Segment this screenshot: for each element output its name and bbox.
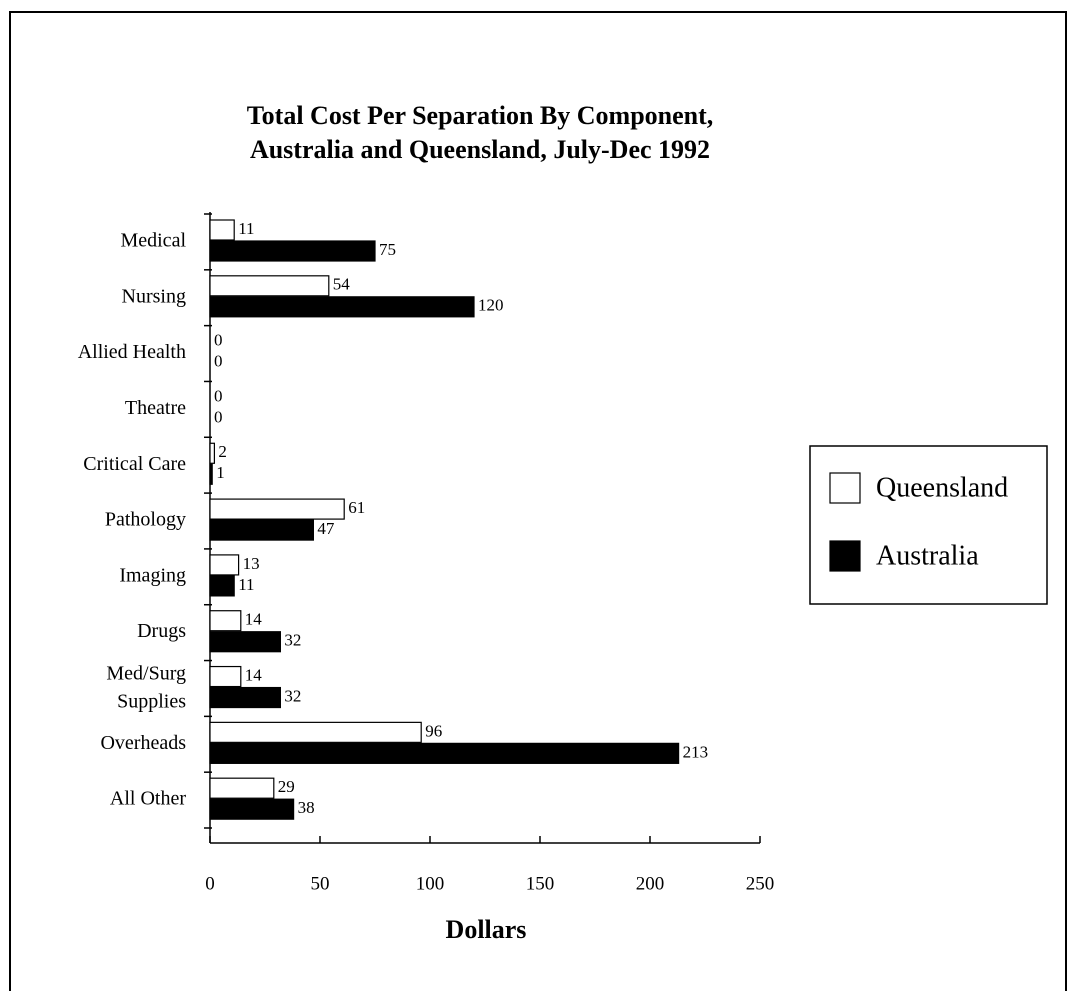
x-axis-label: Dollars (446, 915, 527, 944)
bar (209, 575, 235, 597)
value-label: 29 (278, 777, 295, 796)
value-label: 47 (317, 519, 335, 538)
y-tick-label: Theatre (125, 397, 186, 419)
y-tick-label: Med/Surg Supplies (106, 662, 186, 712)
value-label: 14 (245, 610, 262, 629)
y-tick-label: Critical Care (83, 453, 186, 475)
bar (209, 275, 330, 297)
frame (9, 11, 1067, 991)
value-label: 32 (284, 686, 301, 705)
y-tick-label: Overheads (100, 732, 186, 754)
bar (209, 442, 216, 464)
y-tick-label: Pathology (105, 509, 186, 531)
bar (209, 798, 295, 820)
value-label: 14 (245, 665, 262, 684)
value-label: 11 (238, 575, 254, 594)
value-label: 38 (298, 798, 315, 817)
value-label: 54 (333, 275, 351, 294)
bar (209, 219, 235, 241)
bar (209, 519, 315, 541)
y-tick-label: Medical (120, 230, 186, 252)
y-tick-label: Allied Health (78, 341, 186, 363)
value-label: 1 (216, 463, 225, 482)
x-tick-label: 150 (526, 873, 555, 894)
y-tick-label: Drugs (137, 620, 186, 642)
bar (209, 631, 282, 653)
x-tick-label: 100 (416, 873, 445, 894)
bar (209, 240, 376, 262)
value-label: 0 (214, 407, 223, 426)
x-tick-label: 250 (746, 873, 775, 894)
x-tick-label: 200 (636, 873, 665, 894)
legend-swatch (829, 540, 861, 572)
legend-swatch (829, 472, 861, 504)
value-label: 61 (348, 498, 365, 517)
bar (209, 721, 422, 743)
value-label: 13 (243, 554, 260, 573)
legend-label: Queensland (876, 472, 1008, 503)
x-tick-label: 50 (311, 873, 330, 894)
y-tick-label: Nursing (122, 285, 186, 307)
value-label: 0 (214, 386, 223, 405)
bar (209, 777, 275, 799)
value-label: 96 (425, 721, 442, 740)
value-label: 75 (379, 240, 396, 259)
value-label: 32 (284, 631, 301, 650)
value-label: 11 (238, 219, 254, 238)
y-tick-label: Imaging (119, 564, 186, 586)
bar (209, 463, 213, 485)
legend-box (809, 445, 1048, 605)
value-label: 120 (478, 296, 504, 315)
value-label: 0 (214, 331, 223, 350)
legend-label: Australia (876, 540, 979, 571)
bar (209, 554, 240, 576)
bar (209, 296, 475, 318)
x-tick-label: 0 (205, 873, 215, 894)
chart-title: Total Cost Per Separation By Component, A… (247, 101, 714, 164)
bar (209, 665, 242, 688)
value-label: 2 (218, 442, 227, 461)
bar (209, 498, 345, 520)
value-label: 0 (214, 352, 223, 371)
bar (209, 610, 242, 632)
value-label: 213 (683, 742, 709, 761)
bar (209, 686, 282, 709)
bar (209, 742, 680, 764)
y-tick-label: All Other (110, 788, 186, 810)
